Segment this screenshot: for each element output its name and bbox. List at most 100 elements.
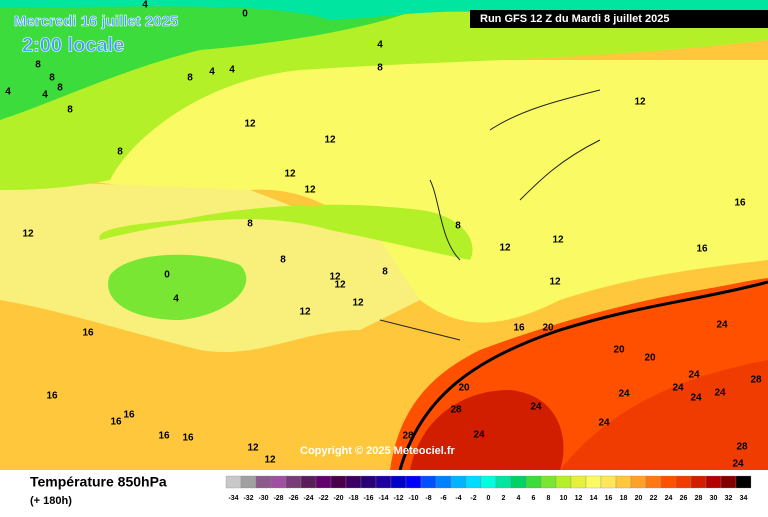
colorbar-swatch [420, 475, 437, 489]
contour-label: 24 [473, 430, 485, 441]
colorbar-label: 4 [517, 495, 521, 502]
contour-label: 8 [49, 73, 55, 84]
contour-label: 24 [672, 383, 684, 394]
colorbar-swatch [690, 475, 707, 489]
contour-label: 4 [229, 65, 235, 76]
contour-label: 16 [696, 244, 708, 255]
contour-label: 8 [57, 83, 63, 94]
contour-label: 16 [182, 433, 194, 444]
contour-label: 0 [242, 9, 248, 20]
contour-label: 8 [67, 105, 73, 116]
contour-label: 20 [542, 323, 554, 334]
colorbar-label: -30 [258, 495, 268, 502]
colorbar-label: 18 [620, 495, 628, 502]
contour-label: 12 [499, 243, 511, 254]
colorbar-label: 14 [590, 495, 598, 502]
contour-label: 8 [382, 267, 388, 278]
contour-label: 8 [35, 60, 41, 71]
contour-label: 12 [324, 135, 336, 146]
colorbar-label: 8 [547, 495, 551, 502]
contour-label: 8 [377, 63, 383, 74]
colorbar-label: -20 [333, 495, 343, 502]
colorbar-swatch [705, 475, 722, 489]
contour-label: 16 [734, 198, 746, 209]
colorbar-swatch [735, 475, 752, 489]
colorbar-label: 30 [710, 495, 718, 502]
legend-title: Température 850hPa [30, 474, 167, 490]
colorbar-label: 20 [635, 495, 643, 502]
colorbar-swatch [465, 475, 482, 489]
contour-label: 12 [247, 443, 259, 454]
contour-label: 8 [455, 221, 461, 232]
contour-label: 4 [142, 0, 148, 11]
colorbar-swatch [720, 475, 737, 489]
isotherm-20 [398, 280, 768, 471]
contour-label: 16 [46, 391, 58, 402]
colorbar-swatch [450, 475, 467, 489]
map-field [0, 0, 768, 471]
colorbar-swatch [390, 475, 407, 489]
contour-label: 12 [244, 119, 256, 130]
contour-label: 28 [736, 442, 748, 453]
contour-label: 16 [82, 328, 94, 339]
colorbar-label: -26 [288, 495, 298, 502]
contour-label: 4 [377, 40, 383, 51]
colorbar-label: 24 [665, 495, 673, 502]
contour-label: 16 [513, 323, 525, 334]
field-green [99, 204, 473, 260]
colorbar-swatch [315, 475, 332, 489]
colorbar-label: 28 [695, 495, 703, 502]
colorbar-label: -4 [455, 495, 461, 502]
contour-label: 16 [123, 410, 135, 421]
contour-label: 16 [158, 431, 170, 442]
run-text: Run GFS 12 Z du Mardi 8 juillet 2025 [480, 13, 670, 25]
colorbar-label: 2 [502, 495, 506, 502]
contour-label: 24 [688, 370, 700, 381]
colorbar-label: -32 [243, 495, 253, 502]
contour-label: 20 [613, 345, 625, 356]
contour-label: 8 [117, 147, 123, 158]
contour-label: 12 [284, 169, 296, 180]
colorbar-swatch [435, 475, 452, 489]
colorbar-swatch [600, 475, 617, 489]
colorbar-swatch [330, 475, 347, 489]
contour-label: 28 [750, 375, 762, 386]
colorbar-swatch [405, 475, 422, 489]
contour-label: 24 [618, 389, 630, 400]
contour-label: 0 [164, 270, 170, 281]
colorbar: -34 -32 -30 -28 -26 -24 -22 -20 -18 -16 -14 -12 -10-… [225, 475, 752, 502]
colorbar-swatch [570, 475, 587, 489]
contour-label: 24 [732, 459, 744, 470]
colorbar-label: 12 [575, 495, 583, 502]
colorbar-swatch [360, 475, 377, 489]
coastline [379, 89, 601, 341]
colorbar-swatch [375, 475, 392, 489]
colorbar-label: -2 [470, 495, 476, 502]
colorbar-swatch [660, 475, 677, 489]
contour-label: 24 [530, 402, 542, 413]
colorbar-label: -8 [425, 495, 431, 502]
colorbar-label: -12 [393, 495, 403, 502]
colorbar-swatch [555, 475, 572, 489]
colorbar-label: 34 [740, 495, 748, 502]
field-darkred [410, 390, 564, 470]
contour-label: 4 [209, 67, 215, 78]
colorbar-swatch [300, 475, 317, 489]
field-green2 [108, 254, 247, 320]
contour-label: 20 [458, 383, 470, 394]
colorbar-label: -14 [378, 495, 388, 502]
colorbar-swatch [345, 475, 362, 489]
colorbar-label: 0 [487, 495, 491, 502]
colorbar-label: -28 [273, 495, 283, 502]
colorbar-swatch [270, 475, 287, 489]
contour-label: 4 [173, 294, 179, 305]
contour-label: 12 [549, 277, 561, 288]
contour-label: 12 [634, 97, 646, 108]
colorbar-swatch [585, 475, 602, 489]
colorbar-swatch [540, 475, 557, 489]
contour-label: 12 [264, 455, 276, 466]
contour-label: 4 [5, 87, 11, 98]
contour-label: 8 [280, 255, 286, 266]
contour-label: 12 [552, 235, 564, 246]
